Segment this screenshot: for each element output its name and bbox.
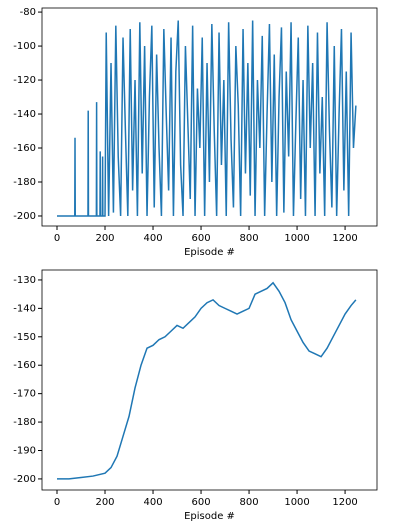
y-tick-label: -140 xyxy=(13,109,36,120)
x-tick-label: 800 xyxy=(240,497,259,508)
x-tick-label: 800 xyxy=(240,233,259,244)
y-tick-label: -150 xyxy=(13,332,36,343)
y-tick-label: -100 xyxy=(13,41,36,52)
y-tick-label: -130 xyxy=(13,275,36,286)
plot-frame xyxy=(41,269,378,491)
x-tick-label: 1200 xyxy=(332,233,357,244)
x-axis-label: Episode # xyxy=(184,247,235,258)
y-tick-label: -160 xyxy=(13,360,36,371)
y-tick-label: -160 xyxy=(13,143,36,154)
y-tick-label: -200 xyxy=(13,474,36,485)
y-tick-label: -170 xyxy=(13,389,36,400)
x-axis-label: Episode # xyxy=(184,511,235,522)
plot-frame xyxy=(41,7,378,227)
y-tick-label: -200 xyxy=(13,211,36,222)
x-tick-label: 1000 xyxy=(284,497,309,508)
y-tick-label: -180 xyxy=(13,417,36,428)
x-tick-label: 200 xyxy=(95,497,114,508)
x-tick-label: 400 xyxy=(143,233,162,244)
x-tick-label: 600 xyxy=(191,233,210,244)
x-tick-label: 0 xyxy=(54,233,60,244)
x-tick-label: 1200 xyxy=(332,497,357,508)
y-tick-label: -180 xyxy=(13,177,36,188)
x-tick-label: 200 xyxy=(95,233,114,244)
data-line xyxy=(57,281,357,480)
y-tick-label: -190 xyxy=(13,445,36,456)
x-tick-label: 400 xyxy=(143,497,162,508)
data-line xyxy=(57,20,357,217)
x-tick-label: 600 xyxy=(191,497,210,508)
x-tick-label: 1000 xyxy=(284,233,309,244)
x-tick-label: 0 xyxy=(54,497,60,508)
y-tick-label: -80 xyxy=(20,7,36,18)
y-tick-label: -120 xyxy=(13,75,36,86)
y-tick-label: -140 xyxy=(13,303,36,314)
